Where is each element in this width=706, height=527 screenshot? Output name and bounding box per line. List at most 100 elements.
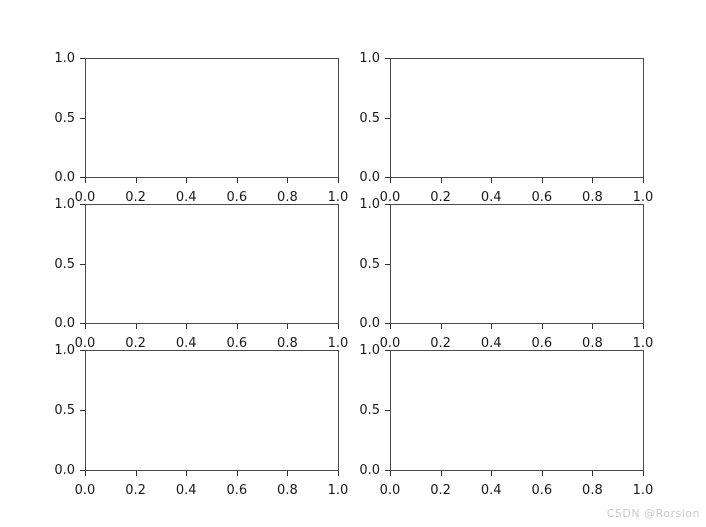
x-tick-mark xyxy=(390,324,391,329)
y-tick-label: 0.0 xyxy=(54,170,75,185)
x-tick-label: 0.8 xyxy=(277,336,298,351)
subplot-row3-col1 xyxy=(85,350,339,471)
y-tick-mark xyxy=(80,117,85,119)
x-tick-label: 0.6 xyxy=(531,190,553,205)
y-tick-mark xyxy=(385,350,390,351)
x-tick-label: 0.8 xyxy=(582,483,603,498)
y-tick-mark xyxy=(385,410,390,411)
x-tick-label: 0.6 xyxy=(226,483,248,498)
x-tick-label: 0.6 xyxy=(531,483,553,498)
y-tick-label: 1.0 xyxy=(359,197,380,212)
x-tick-mark xyxy=(85,471,86,476)
x-tick-label: 0.2 xyxy=(430,483,451,498)
x-tick-label: 0.2 xyxy=(125,483,146,498)
y-tick-label: 0.5 xyxy=(54,110,75,126)
x-tick-label: 0.0 xyxy=(379,483,401,498)
x-tick-mark xyxy=(592,471,594,476)
x-tick-label: 0.4 xyxy=(480,483,502,498)
x-tick-mark xyxy=(390,178,391,183)
x-tick-label: 0.8 xyxy=(277,190,298,205)
subplot-row2-col2 xyxy=(390,204,644,324)
x-tick-label: 0.2 xyxy=(125,190,146,205)
y-tick-mark xyxy=(385,470,390,471)
x-tick-mark xyxy=(390,471,391,476)
x-tick-label: 1.0 xyxy=(632,336,654,351)
y-tick-label: 1.0 xyxy=(359,343,380,358)
y-tick-label: 0.0 xyxy=(359,170,380,185)
x-tick-mark xyxy=(592,324,594,329)
x-tick-label: 1.0 xyxy=(632,190,654,205)
y-tick-label: 0.0 xyxy=(54,463,75,478)
x-tick-mark xyxy=(440,178,442,183)
x-tick-label: 0.4 xyxy=(480,336,502,351)
watermark: CSDN @Rorsion xyxy=(606,507,700,520)
x-tick-label: 0.0 xyxy=(379,336,401,351)
x-tick-mark xyxy=(236,471,238,476)
y-tick-label: 0.0 xyxy=(359,463,380,478)
x-tick-mark xyxy=(186,324,188,329)
x-tick-label: 1.0 xyxy=(327,336,349,351)
x-tick-mark xyxy=(440,324,442,329)
y-tick-label: 0.5 xyxy=(359,403,380,418)
x-tick-mark xyxy=(643,324,644,329)
x-tick-mark xyxy=(643,471,644,476)
x-tick-mark xyxy=(135,324,137,329)
x-tick-mark xyxy=(541,324,543,329)
y-tick-mark xyxy=(80,323,85,324)
x-tick-mark xyxy=(491,324,493,329)
x-tick-mark xyxy=(491,471,493,476)
x-tick-mark xyxy=(338,471,339,476)
y-tick-mark xyxy=(80,58,85,59)
x-tick-label: 0.8 xyxy=(277,483,298,498)
y-tick-mark xyxy=(385,323,390,324)
y-tick-label: 0.0 xyxy=(54,316,75,331)
subplot-row1-col2 xyxy=(390,58,644,178)
x-tick-mark xyxy=(186,471,188,476)
y-tick-mark xyxy=(80,470,85,471)
x-tick-mark xyxy=(85,178,86,183)
y-tick-label: 0.5 xyxy=(359,110,380,126)
x-tick-label: 1.0 xyxy=(327,190,349,205)
x-tick-mark xyxy=(287,471,289,476)
y-tick-mark xyxy=(80,350,85,351)
x-tick-label: 1.0 xyxy=(632,483,654,498)
x-tick-mark xyxy=(491,178,493,183)
x-tick-mark xyxy=(186,178,188,183)
x-tick-mark xyxy=(541,471,543,476)
x-tick-label: 0.0 xyxy=(379,190,401,205)
y-tick-mark xyxy=(385,263,390,265)
x-tick-label: 0.6 xyxy=(226,190,248,205)
x-tick-label: 0.0 xyxy=(74,336,96,351)
y-tick-label: 0.5 xyxy=(54,403,75,418)
x-tick-mark xyxy=(135,471,137,476)
x-tick-label: 0.4 xyxy=(175,336,197,351)
y-tick-mark xyxy=(385,58,390,59)
x-tick-mark xyxy=(338,178,339,183)
x-tick-mark xyxy=(236,178,238,183)
y-tick-label: 0.5 xyxy=(359,256,380,272)
x-tick-mark xyxy=(135,178,137,183)
y-tick-label: 0.5 xyxy=(54,256,75,272)
y-tick-label: 1.0 xyxy=(54,51,75,66)
x-tick-label: 0.6 xyxy=(226,336,248,351)
y-tick-mark xyxy=(385,117,390,119)
y-tick-mark xyxy=(80,263,85,265)
y-tick-label: 1.0 xyxy=(54,343,75,358)
x-tick-label: 0.8 xyxy=(582,190,603,205)
x-tick-label: 1.0 xyxy=(327,483,349,498)
x-tick-mark xyxy=(541,178,543,183)
y-tick-label: 0.0 xyxy=(359,316,380,331)
y-tick-mark xyxy=(80,410,85,411)
subplot-row2-col1 xyxy=(85,204,339,324)
x-tick-label: 0.0 xyxy=(74,483,96,498)
x-tick-label: 0.0 xyxy=(74,190,96,205)
x-tick-mark xyxy=(592,178,594,183)
x-tick-label: 0.4 xyxy=(175,483,197,498)
y-tick-mark xyxy=(80,204,85,205)
x-tick-mark xyxy=(643,178,644,183)
x-tick-label: 0.2 xyxy=(430,190,451,205)
x-tick-mark xyxy=(236,324,238,329)
x-tick-mark xyxy=(440,471,442,476)
y-tick-mark xyxy=(80,177,85,178)
